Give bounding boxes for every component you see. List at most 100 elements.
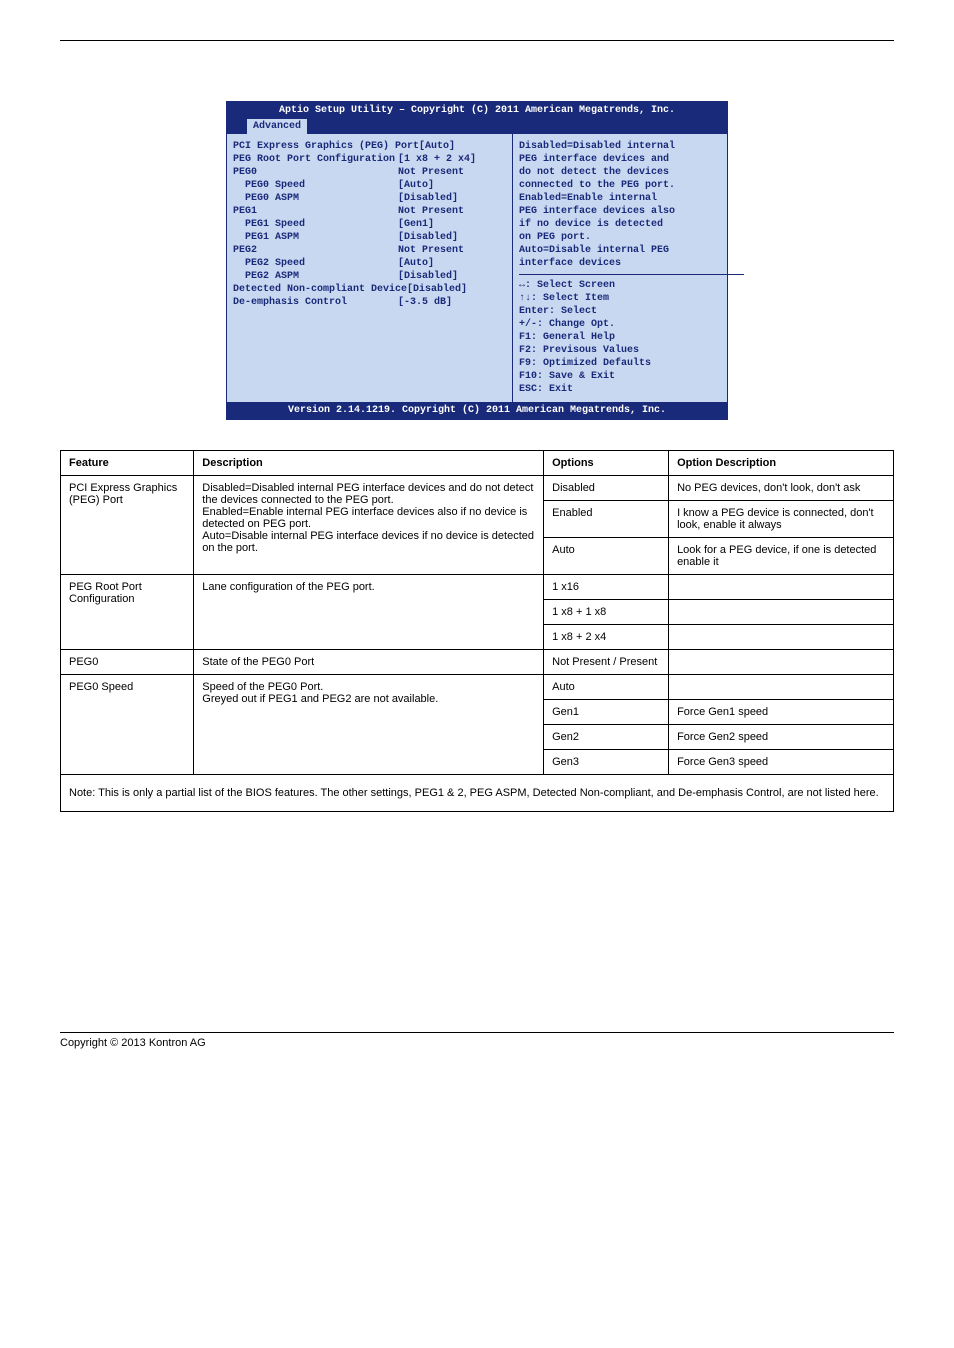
bios-row-label: PEG2 ASPM xyxy=(233,270,398,283)
bios-nav-line: F9: Optimized Defaults xyxy=(519,357,744,370)
bios-row-label: PCI Express Graphics (PEG) Port xyxy=(233,140,419,153)
bios-help-line: Enabled=Enable internal xyxy=(519,192,744,205)
bios-row-label: PEG1 ASPM xyxy=(233,231,398,244)
bios-row-label: PEG1 xyxy=(233,205,398,218)
bios-screenshot: Aptio Setup Utility – Copyright (C) 2011… xyxy=(226,101,728,420)
bios-help-line: PEG interface devices and xyxy=(519,153,744,166)
bios-row[interactable]: PCI Express Graphics (PEG) Port[Auto] xyxy=(233,140,508,153)
bios-row[interactable]: Detected Non-compliant Device[Disabled] xyxy=(233,283,508,296)
table-header-row: Feature Description Options Option Descr… xyxy=(61,451,894,476)
cell-option: Gen1 xyxy=(544,700,669,725)
bios-nav-line: Enter: Select xyxy=(519,305,744,318)
cell-option-desc: Force Gen2 speed xyxy=(669,725,894,750)
bios-tab-advanced[interactable]: Advanced xyxy=(247,119,307,134)
bios-left-pane: PCI Express Graphics (PEG) Port[Auto]PEG… xyxy=(227,134,513,402)
bios-nav-line: +/-: Change Opt. xyxy=(519,318,744,331)
cell-option-desc: Look for a PEG device, if one is detecte… xyxy=(669,538,894,575)
bios-nav-hints: ↔: Select Screen↑↓: Select ItemEnter: Se… xyxy=(519,279,744,396)
bios-row-value: Not Present xyxy=(398,244,508,257)
bios-help-line: on PEG port. xyxy=(519,231,744,244)
cell-option: Disabled xyxy=(544,476,669,501)
bios-row-value: Not Present xyxy=(398,205,508,218)
cell-description: Speed of the PEG0 Port. Greyed out if PE… xyxy=(194,675,544,775)
cell-option: 1 x8 + 1 x8 xyxy=(544,600,669,625)
cell-option: 1 x16 xyxy=(544,575,669,600)
bios-row-label: PEG0 ASPM xyxy=(233,192,398,205)
bios-nav-line: F10: Save & Exit xyxy=(519,370,744,383)
bios-help-text: Disabled=Disabled internalPEG interface … xyxy=(519,140,744,270)
bios-row[interactable]: PEG Root Port Configuration[1 x8 + 2 x4] xyxy=(233,153,508,166)
table-footer-note: Note: This is only a partial list of the… xyxy=(61,775,894,812)
cell-description: Lane configuration of the PEG port. xyxy=(194,575,544,650)
cell-feature: PCI Express Graphics (PEG) Port xyxy=(61,476,194,575)
bios-row[interactable]: PEG1 ASPM[Disabled] xyxy=(233,231,508,244)
bios-row-value: [Disabled] xyxy=(407,283,517,296)
bios-row[interactable]: PEG0Not Present xyxy=(233,166,508,179)
bios-row[interactable]: PEG1Not Present xyxy=(233,205,508,218)
cell-description: Disabled=Disabled internal PEG interface… xyxy=(194,476,544,575)
cell-option-desc xyxy=(669,575,894,600)
bios-row-value: [Auto] xyxy=(398,179,508,192)
th-optdesc: Option Description xyxy=(669,451,894,476)
bios-nav-line: F2: Previsous Values xyxy=(519,344,744,357)
bios-row-value: [Disabled] xyxy=(398,231,508,244)
bios-row[interactable]: PEG2 Speed[Auto] xyxy=(233,257,508,270)
bios-title: Aptio Setup Utility – Copyright (C) 2011… xyxy=(227,102,727,119)
bios-right-pane: Disabled=Disabled internalPEG interface … xyxy=(513,134,750,402)
th-options: Options xyxy=(544,451,669,476)
cell-option-desc: Force Gen3 speed xyxy=(669,750,894,775)
cell-option: Auto xyxy=(544,675,669,700)
cell-option: Auto xyxy=(544,538,669,575)
th-feature: Feature xyxy=(61,451,194,476)
top-rule xyxy=(60,40,894,41)
bios-row-value: [-3.5 dB] xyxy=(398,296,508,309)
cell-feature: PEG0 Speed xyxy=(61,675,194,775)
bios-row[interactable]: PEG0 Speed[Auto] xyxy=(233,179,508,192)
bios-row-label: Detected Non-compliant Device xyxy=(233,283,407,296)
cell-option-desc xyxy=(669,600,894,625)
bios-row-label: De-emphasis Control xyxy=(233,296,398,309)
bios-row-label: PEG0 xyxy=(233,166,398,179)
cell-description: State of the PEG0 Port xyxy=(194,650,544,675)
cell-option: 1 x8 + 2 x4 xyxy=(544,625,669,650)
bios-help-line: Auto=Disable internal PEG xyxy=(519,244,744,257)
bios-help-line: do not detect the devices xyxy=(519,166,744,179)
page-footer: Copyright © 2013 Kontron AG xyxy=(60,1037,894,1049)
table-row: PEG Root Port ConfigurationLane configur… xyxy=(61,575,894,600)
bios-row-value: [1 x8 + 2 x4] xyxy=(398,153,508,166)
bios-row[interactable]: PEG0 ASPM[Disabled] xyxy=(233,192,508,205)
cell-option-desc: No PEG devices, don't look, don't ask xyxy=(669,476,894,501)
bios-row-value: [Disabled] xyxy=(398,192,508,205)
bios-help-line: interface devices xyxy=(519,257,744,270)
bios-row-value: Not Present xyxy=(398,166,508,179)
bios-row[interactable]: PEG2 ASPM[Disabled] xyxy=(233,270,508,283)
bios-row[interactable]: PEG1 Speed[Gen1] xyxy=(233,218,508,231)
bios-row-label: PEG1 Speed xyxy=(233,218,398,231)
cell-option-desc xyxy=(669,650,894,675)
bottom-rule xyxy=(60,1032,894,1033)
cell-option-desc xyxy=(669,625,894,650)
cell-option: Enabled xyxy=(544,501,669,538)
bios-row[interactable]: De-emphasis Control[-3.5 dB] xyxy=(233,296,508,309)
bios-help-line: PEG interface devices also xyxy=(519,205,744,218)
cell-option: Gen2 xyxy=(544,725,669,750)
bios-nav-line: ↔: Select Screen xyxy=(519,279,744,292)
bios-row-label: PEG2 Speed xyxy=(233,257,398,270)
cell-option-desc xyxy=(669,675,894,700)
cell-option-desc: I know a PEG device is connected, don't … xyxy=(669,501,894,538)
bios-row-label: PEG Root Port Configuration xyxy=(233,153,398,166)
bios-row-value: [Auto] xyxy=(398,257,508,270)
bios-tabrow: Advanced xyxy=(227,119,727,134)
bios-row-value: [Gen1] xyxy=(398,218,508,231)
options-table: Feature Description Options Option Descr… xyxy=(60,450,894,812)
bios-help-line: Disabled=Disabled internal xyxy=(519,140,744,153)
table-row: PEG0 SpeedSpeed of the PEG0 Port. Greyed… xyxy=(61,675,894,700)
cell-feature: PEG Root Port Configuration xyxy=(61,575,194,650)
bios-help-line: if no device is detected xyxy=(519,218,744,231)
bios-row-value: [Disabled] xyxy=(398,270,508,283)
cell-option: Not Present / Present xyxy=(544,650,669,675)
bios-footer: Version 2.14.1219. Copyright (C) 2011 Am… xyxy=(227,402,727,419)
bios-nav-line: F1: General Help xyxy=(519,331,744,344)
bios-row[interactable]: PEG2Not Present xyxy=(233,244,508,257)
bios-row-label: PEG2 xyxy=(233,244,398,257)
